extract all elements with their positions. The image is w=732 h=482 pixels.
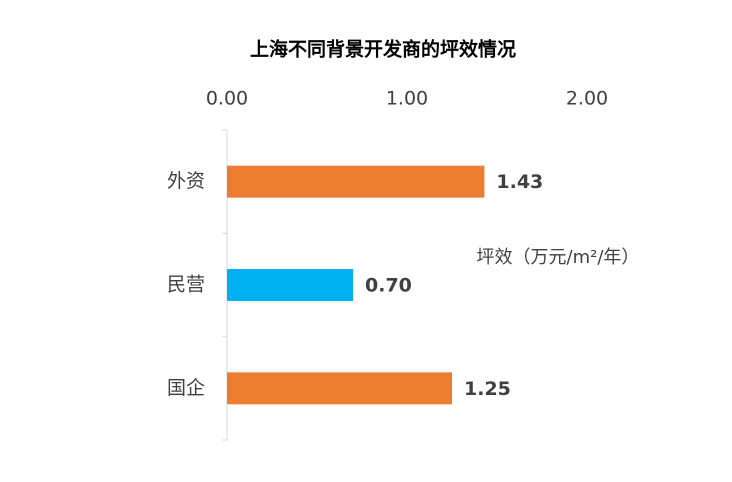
y-tick-label: 外资 xyxy=(167,170,205,192)
bar xyxy=(227,165,485,198)
value-label: 1.25 xyxy=(464,378,511,400)
y-tick-label: 国企 xyxy=(167,377,205,399)
x-tick-label: 1.00 xyxy=(386,88,428,110)
bar xyxy=(227,269,353,301)
chart-title: 上海不同背景开发商的坪效情况 xyxy=(250,38,516,61)
annotation: 坪效（万元/m²/年） xyxy=(477,247,640,268)
x-tick-label: 2.00 xyxy=(566,88,608,110)
value-label: 0.70 xyxy=(365,275,412,297)
x-tick-label: 0.00 xyxy=(206,88,248,110)
y-tick-label: 民营 xyxy=(167,274,205,296)
bar xyxy=(227,372,452,405)
value-label: 1.43 xyxy=(496,171,543,193)
